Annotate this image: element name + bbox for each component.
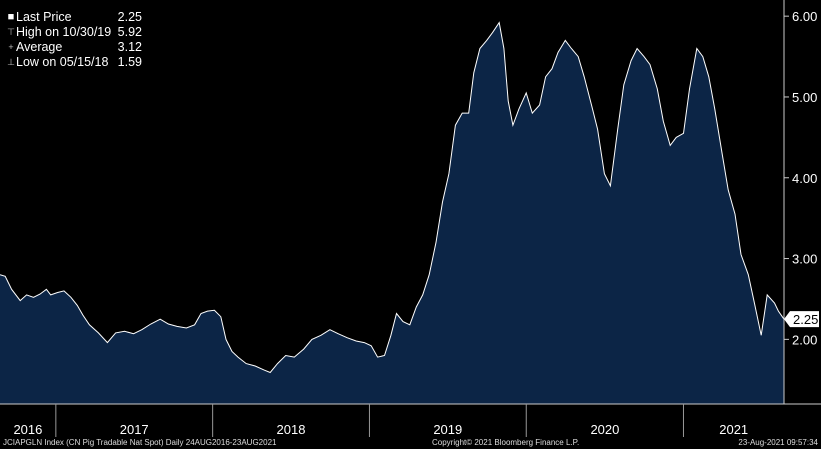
x-tick-label: 2016 [13,422,42,437]
y-axis: 6.00 5.00 4.00 3.00 2.00 [783,0,817,404]
legend-value: 2.25 [117,10,142,24]
price-line [0,21,785,374]
last-price-tag: 2.25 [784,311,819,328]
last-price-text: 2.25 [793,312,818,327]
high-marker-icon: ⊤ [7,27,15,37]
x-tick-label: 2021 [719,422,748,437]
x-tick-label: 2020 [590,422,619,437]
legend-row-low: ⊥ Low on 05/15/18 1.59 [6,55,142,70]
y-tick-label: 3.00 [792,252,817,267]
chart-legend: ■ Last Price 2.25 ⊤ High on 10/30/19 5.9… [2,8,146,72]
x-axis: 2016 2017 2018 2019 2020 2021 [0,403,821,437]
legend-row-high: ⊤ High on 10/30/19 5.92 [6,25,142,40]
chart-footer: JCIAPGLN Index (CN Pig Tradable Nat Spot… [0,437,821,449]
y-tick-label: 4.00 [792,171,817,186]
legend-label: High on 10/30/19 [16,25,112,39]
footer-security-description: JCIAPGLN Index (CN Pig Tradable Nat Spot… [3,438,277,447]
last-price-box [784,311,819,328]
price-area-layer [0,21,785,404]
footer-timestamp: 23-Aug-2021 09:57:34 [738,438,818,447]
legend-row-last-price: ■ Last Price 2.25 [6,10,142,25]
footer-copyright: Copyright© 2021 Bloomberg Finance L.P. [432,438,580,447]
y-tick-label: 2.00 [792,332,817,347]
legend-row-average: + Average 3.12 [6,40,142,55]
x-tick-label: 2018 [277,422,306,437]
legend-value: 5.92 [117,25,142,39]
legend-label: Low on 05/15/18 [16,55,109,69]
low-marker-icon: ⊥ [7,57,15,67]
square-icon: ■ [7,11,15,23]
y-tick-label: 5.00 [792,90,817,105]
price-area [0,22,784,404]
average-marker-icon: + [8,42,14,52]
legend-label: Last Price [16,10,72,24]
x-tick-label: 2017 [120,422,149,437]
x-tick-label: 2019 [433,422,462,437]
legend-value: 3.12 [117,40,142,54]
legend-value: 1.59 [117,55,142,69]
y-tick-label: 6.00 [792,9,817,24]
legend-label: Average [16,40,63,54]
